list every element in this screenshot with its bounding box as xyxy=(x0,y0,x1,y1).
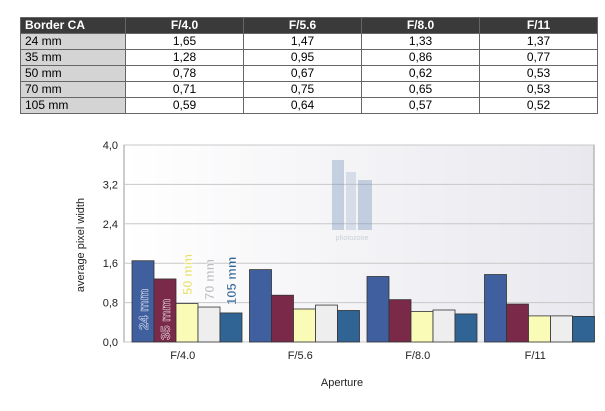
table-cell: 0,78 xyxy=(125,65,244,82)
table-row: 50 mm 0,78 0,67 0,62 0,53 xyxy=(20,65,598,82)
table-header-row: Border CA F/4.0 F/5.6 F/8.0 F/11 xyxy=(20,17,598,34)
y-axis-title: average pixel width xyxy=(75,198,87,292)
table-cell: 0,53 xyxy=(479,65,598,82)
y-tick-label: 4,0 xyxy=(103,140,118,152)
table-cell: 0,64 xyxy=(243,97,362,114)
row-label: 24 mm xyxy=(20,33,126,50)
y-tick-label: 1,6 xyxy=(103,258,118,270)
table-row: 105 mm 0,59 0,64 0,57 0,52 xyxy=(20,97,598,114)
bar-series-labels: 24 mm 35 mm 50 mm 70 mm 105 mm xyxy=(136,254,239,341)
table-cell: 0,77 xyxy=(479,49,598,66)
row-label: 105 mm xyxy=(20,97,126,114)
bar xyxy=(293,308,316,343)
bar xyxy=(175,303,199,343)
table-header-cell: F/4.0 xyxy=(125,17,244,34)
watermark-text: photozone xyxy=(336,235,369,242)
table-row: 35 mm 1,28 0,95 0,86 0,77 xyxy=(20,49,598,66)
bar xyxy=(484,274,507,343)
bar xyxy=(366,276,390,343)
bars xyxy=(131,260,595,343)
table-header-cell: F/11 xyxy=(479,17,598,34)
series-label: 105 mm xyxy=(224,257,239,305)
series-label: 35 mm xyxy=(158,299,173,340)
bar xyxy=(432,309,456,343)
y-axis-ticks: 0,0 0,8 1,6 2,4 3,2 4,0 xyxy=(103,140,118,349)
table-cell: 1,65 xyxy=(125,33,244,50)
x-axis-ticks: F/4.0 F/5.6 F/8.0 F/11 xyxy=(170,350,546,362)
table-cell: 0,62 xyxy=(361,65,480,82)
row-label: 35 mm xyxy=(20,49,126,66)
table-cell: 0,57 xyxy=(361,97,480,114)
table-cell: 0,52 xyxy=(479,97,598,114)
x-tick-label: F/8.0 xyxy=(405,350,430,362)
table-cell: 0,95 xyxy=(243,49,362,66)
bar xyxy=(197,306,221,343)
table-header-cell: Border CA xyxy=(20,17,126,34)
bar xyxy=(572,315,595,343)
x-tick-label: F/4.0 xyxy=(170,350,195,362)
y-tick-label: 0,0 xyxy=(103,337,118,349)
table-row: 70 mm 0,71 0,75 0,65 0,53 xyxy=(20,81,598,98)
y-tick-label: 3,2 xyxy=(103,179,118,191)
bar xyxy=(219,312,243,343)
x-axis-title: Aperture xyxy=(321,377,363,389)
y-tick-label: 2,4 xyxy=(103,219,118,231)
border-ca-table: Border CA F/4.0 F/5.6 F/8.0 F/11 24 mm 1… xyxy=(20,17,598,114)
bar xyxy=(388,299,412,343)
table-cell: 0,59 xyxy=(125,97,244,114)
photozone-watermark: photozone xyxy=(332,160,372,242)
bar xyxy=(528,315,551,343)
table-header-cell: F/5.6 xyxy=(243,17,362,34)
bar xyxy=(337,310,360,343)
table-cell: 0,67 xyxy=(243,65,362,82)
table-cell: 1,33 xyxy=(361,33,480,50)
bar xyxy=(550,315,573,343)
x-tick-label: F/5.6 xyxy=(288,350,313,362)
row-label: 50 mm xyxy=(20,65,126,82)
series-label: 24 mm xyxy=(136,289,151,330)
series-label: 70 mm xyxy=(202,259,217,300)
bar xyxy=(454,313,478,343)
bar xyxy=(506,303,529,343)
table-cell: 0,71 xyxy=(125,81,244,98)
table-cell: 0,86 xyxy=(361,49,480,66)
bar xyxy=(249,269,272,343)
y-tick-label: 0,8 xyxy=(103,298,118,310)
series-label: 50 mm xyxy=(180,254,195,295)
bar xyxy=(271,294,294,343)
bar xyxy=(315,304,338,343)
bar xyxy=(410,311,434,343)
x-tick-label: F/11 xyxy=(525,350,546,362)
